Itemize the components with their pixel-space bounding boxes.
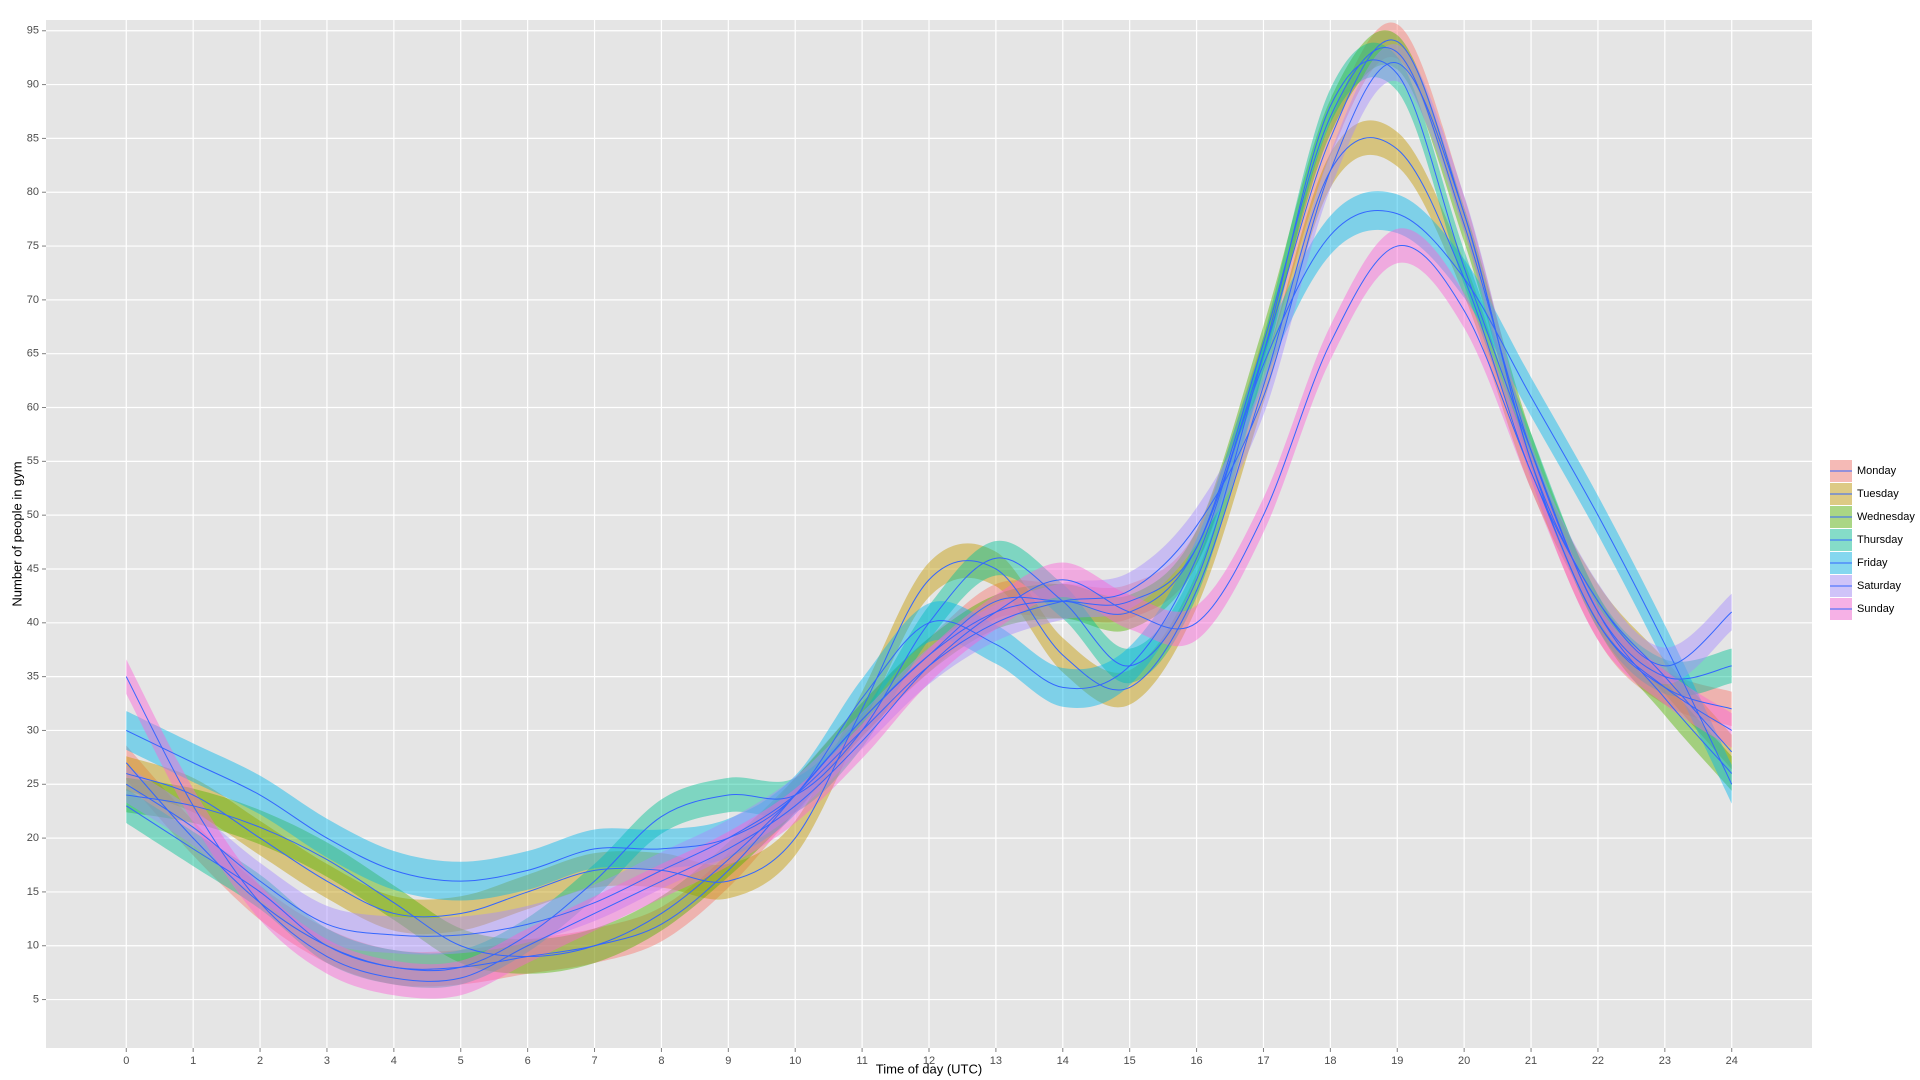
x-tick-label: 19 [1391,1055,1403,1067]
x-tick-label: 4 [391,1055,397,1067]
x-tick-label: 22 [1592,1055,1604,1067]
legend: Monday Tuesday Wednesday Thursday Friday Satu… [1830,460,1915,620]
y-tick-label: 35 [27,671,39,683]
x-tick-label: 16 [1190,1055,1202,1067]
x-tick-label: 23 [1659,1055,1671,1067]
x-tick-label: 15 [1124,1055,1136,1067]
y-tick-label: 75 [27,240,39,252]
x-tick-label: 2 [257,1055,263,1067]
smooth-line [126,62,1733,937]
y-tick-label: 45 [27,563,39,575]
x-tick-label: 6 [525,1055,531,1067]
y-axis-title: Number of people in gym [9,461,24,606]
x-tick-label: 0 [123,1055,129,1067]
y-tick-label: 70 [27,294,39,306]
x-tick-label: 20 [1458,1055,1470,1067]
y-tick-label: 25 [27,778,39,790]
legend-label: Sunday [1857,603,1895,615]
legend-label: Tuesday [1857,488,1899,500]
y-tick-label: 55 [27,455,39,467]
legend-label: Saturday [1857,580,1902,592]
x-axis-title: Time of day (UTC) [876,1061,982,1076]
x-tick-label: 10 [789,1055,801,1067]
y-tick-label: 10 [27,940,39,952]
legend-label: Friday [1857,557,1888,569]
smooth-line [126,59,1732,972]
x-tick-label: 9 [725,1055,731,1067]
x-tick-label: 11 [856,1055,867,1067]
x-tick-label: 5 [458,1055,464,1067]
y-tick-label: 40 [27,617,39,629]
ribbons [126,22,1732,999]
x-tick-label: 12 [923,1055,935,1067]
smooth-line [126,137,1733,918]
y-tick-label: 20 [27,832,39,844]
y-tick-label: 15 [27,886,39,898]
y-tick-label: 65 [27,348,39,360]
smooth-line [125,244,1733,982]
grid [46,20,1812,1048]
confidence-ribbon [126,120,1732,935]
legend-label: Thursday [1857,534,1903,546]
y-tick-label: 60 [27,401,39,413]
y-tick-label: 50 [27,509,39,521]
lines [125,39,1733,982]
x-tick-label: 13 [990,1055,1002,1067]
x-tick-label: 24 [1726,1055,1738,1067]
x-tick-label: 3 [324,1055,330,1067]
y-tick-label: 95 [27,25,39,37]
confidence-ribbon [126,228,1732,999]
x-tick-label: 18 [1324,1055,1336,1067]
x-tick-label: 14 [1057,1055,1069,1067]
x-tick-label: 1 [190,1055,196,1067]
y-tick-label: 30 [27,724,39,736]
y-tick-label: 5 [33,993,39,1005]
x-tick-label: 17 [1257,1055,1269,1067]
legend-label: Monday [1857,465,1897,477]
x-tick-label: 21 [1525,1055,1537,1067]
y-tick-label: 80 [27,186,39,198]
x-tick-label: 7 [591,1055,597,1067]
smooth-line [126,210,1733,882]
y-tick-label: 85 [27,132,39,144]
confidence-ribbon [126,191,1732,901]
y-tick-label: 90 [27,78,39,90]
x-tick-label: 8 [658,1055,664,1067]
legend-label: Wednesday [1857,511,1915,523]
